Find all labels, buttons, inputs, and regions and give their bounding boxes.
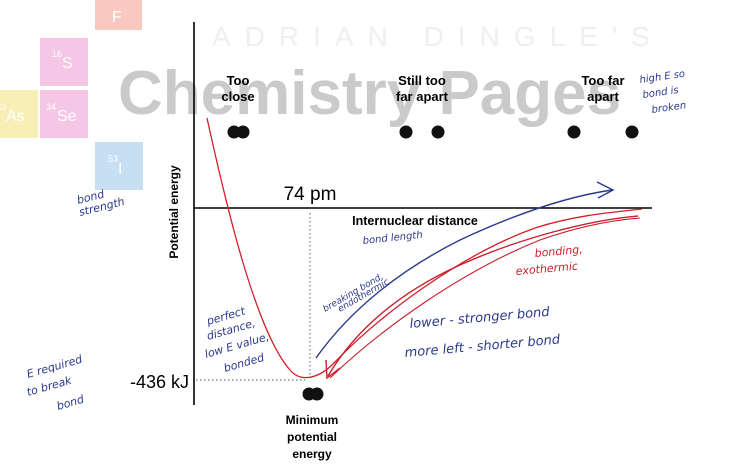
distance-label-74pm: 74 pm — [284, 184, 337, 205]
element-tile-i: 53 I — [95, 142, 143, 190]
bonding-arrow — [327, 215, 639, 377]
label-too-close-1: Too — [227, 73, 250, 88]
note-more-left-shorter: more left - shorter bond — [404, 332, 561, 361]
potential-energy-curve — [206, 117, 643, 379]
note-e-required-1: E required — [25, 352, 84, 380]
tile-number: 34 — [46, 102, 56, 112]
note-bond-length: bond length — [362, 230, 423, 247]
note-high-e-1: high E so — [639, 69, 686, 86]
element-tile-s: 16 S — [40, 38, 88, 86]
tile-number: 53 — [108, 154, 118, 164]
tile-symbol: S — [62, 55, 73, 72]
label-too-far-1: Too far — [581, 73, 624, 88]
atom-pair-minimum — [302, 387, 324, 401]
note-lower-stronger: lower - stronger bond — [409, 305, 551, 332]
bonding-arrowhead — [325, 359, 341, 380]
label-minimum-1: Minimum — [286, 413, 339, 427]
watermark-title: Chemistry Pages — [118, 59, 621, 128]
tile-symbol: As — [6, 108, 25, 125]
energy-label-436kj: -436 kJ — [130, 372, 189, 392]
label-minimum-3: energy — [292, 447, 332, 461]
bonding-path-stroke — [329, 217, 641, 379]
element-tile-f: F — [95, 0, 142, 30]
tile-symbol: F — [112, 9, 122, 26]
tile-number: 16 — [52, 49, 62, 59]
label-minimum-2: potential — [287, 430, 337, 444]
note-high-e-3: broken — [651, 100, 687, 116]
note-e-required-3: bond — [55, 392, 86, 412]
label-too-close-2: close — [221, 89, 254, 104]
tile-symbol: Se — [57, 108, 77, 125]
atom-pair-too-far — [567, 125, 639, 139]
breaking-bond-arrow — [315, 189, 613, 359]
watermark-subtitle: ADRIAN DINGLE'S — [212, 21, 664, 52]
x-axis-label: Internuclear distance — [352, 214, 478, 228]
annotations-red: bonding, exothermic — [515, 243, 583, 278]
atom-pair-too-close — [227, 125, 250, 139]
note-bonding-1: bonding, — [534, 243, 583, 260]
label-too-far-2: apart — [587, 89, 619, 104]
element-tile-as: 33 As — [0, 90, 38, 138]
breaking-bond-arrowhead — [596, 181, 615, 199]
note-bonding-2: exothermic — [515, 260, 578, 278]
watermark: F 16 S 33 As 34 Se 53 I ADRIAN DINGLE'S … — [0, 0, 664, 190]
tile-symbol: I — [118, 161, 122, 178]
element-tile-se: 34 Se — [40, 90, 88, 138]
tile-number: 33 — [0, 102, 6, 112]
label-still-too-far-2: far apart — [396, 89, 449, 104]
atom-pair-still-too-far — [399, 125, 445, 139]
note-high-e-2: bond is — [642, 85, 680, 101]
label-still-too-far-1: Still too — [398, 73, 446, 88]
y-axis-label: Potential energy — [167, 165, 181, 259]
